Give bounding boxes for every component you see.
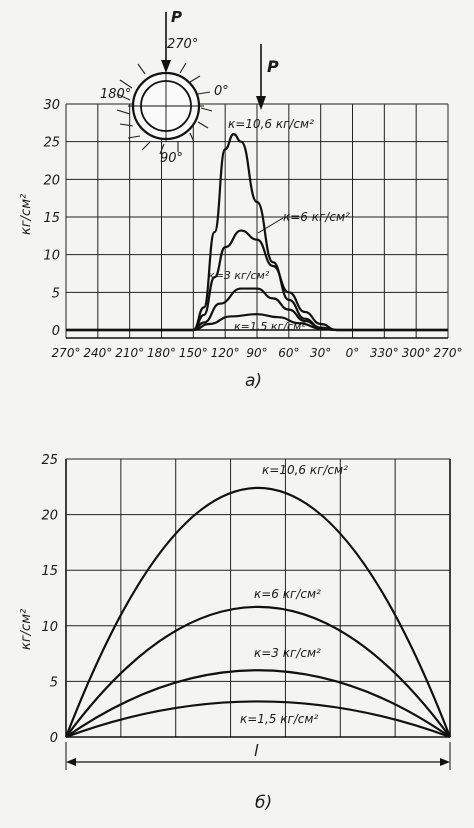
chart-b-y-tick-label: 0: [50, 731, 58, 746]
chart-a-series-label-3: к=3 кг/см²: [208, 269, 270, 282]
chart-a-series-line-2: [66, 287, 448, 332]
span-dimension-label: l: [254, 741, 259, 760]
chart-b-y-tick-labels: 0 5 10 15 20 25: [41, 453, 58, 746]
chart-a-x-tick-label: 0°: [346, 346, 360, 360]
chart-a-x-tick-label: 270°: [52, 346, 81, 360]
chart-b-series-label-10-6: к=10,6 кг/см²: [262, 463, 348, 477]
span-dimension: l: [65, 741, 451, 770]
load-arrow-label: P: [267, 57, 279, 76]
chart-b-y-tick-label: 25: [41, 453, 58, 468]
chart-a-series-line-1: [66, 229, 448, 332]
ring-inset: P 270° 180° 0° 90°: [100, 8, 229, 166]
chart-a-series-label-6: к=6 кг/см²: [283, 210, 350, 224]
ring-label-270: 270°: [167, 37, 198, 52]
chart-a-x-tick-label: 90°: [246, 346, 267, 360]
chart-a-y-tick-label: 25: [43, 136, 60, 151]
chart-b-y-axis-label: кг/см²: [19, 609, 34, 650]
chart-a-x-tick-label: 30°: [310, 346, 331, 360]
chart-a-grid: [65, 103, 449, 338]
chart-a-y-tick-label: 10: [43, 249, 60, 264]
chart-a-x-tick-label: 330°: [370, 346, 399, 360]
ring-label-180: 180°: [100, 87, 131, 102]
chart-b-series-line-2: [65, 669, 451, 738]
chart-a-x-tick-label: 210°: [115, 346, 144, 360]
chart-b-series-line-0: [64, 487, 452, 738]
ring-label-0: 0°: [214, 84, 229, 99]
chart-b-series-line-3: [65, 700, 451, 739]
chart-b-y-tick-label: 10: [41, 620, 58, 635]
chart-a-x-tick-label: 180°: [147, 346, 176, 360]
chart-b-panel-label: б): [255, 793, 272, 813]
ring-label-90: 90°: [160, 151, 183, 166]
chart-a-panel-label: а): [245, 371, 262, 391]
ring-hatching: [116, 62, 213, 155]
chart-b-series: [64, 487, 452, 739]
chart-a-x-tick-label: 150°: [179, 346, 208, 360]
chart-a-series-label-1-5: к=1,5 кг/см²: [234, 320, 306, 333]
chart-a-y-tick-label: 15: [43, 211, 60, 226]
chart-b-series-line-1: [65, 605, 451, 738]
chart-a-y-tick-labels: 0 5 10 15 20 25 30: [43, 98, 60, 339]
chart-a-x-tick-label: 300°: [402, 346, 431, 360]
chart-b-y-tick-label: 5: [50, 675, 58, 690]
chart-b-y-tick-label: 15: [41, 564, 58, 579]
chart-a-series-line-3: [66, 313, 448, 332]
ring-force-arrowhead: [161, 60, 171, 73]
chart-b-series-label-3: к=3 кг/см²: [254, 646, 321, 660]
chart-a-y-tick-label: 5: [52, 286, 60, 301]
chart-b: 0 5 10 15 20 25 кг/см² к=10,6 кг/см² к=6 кг/с…: [19, 453, 452, 813]
chart-a-y-tick-label: 20: [43, 173, 60, 188]
chart-a-x-tick-label: 270°: [434, 346, 463, 360]
chart-b-series-label-1-5: к=1,5 кг/см²: [240, 712, 318, 726]
chart-a-y-tick-label: 30: [43, 98, 60, 113]
chart-a-series-line-0: [66, 133, 448, 332]
chart-a-x-tick-labels: 270° 240° 210° 180° 150° 120° 90° 60° 30° 0° 330° 3…: [52, 346, 463, 360]
chart-a-y-tick-label: 0: [52, 324, 60, 339]
chart-b-y-tick-label: 20: [41, 509, 58, 524]
chart-a-x-tick-label: 240°: [83, 346, 112, 360]
load-arrow: P: [256, 44, 279, 110]
chart-a-series-label-10-6: к=10,6 кг/см²: [228, 117, 314, 131]
chart-a-y-axis-label: кг/см²: [19, 194, 34, 235]
chart-a-leader-6: [257, 217, 284, 234]
chart-b-series-label-6: к=6 кг/см²: [254, 587, 321, 601]
ring-force-label: P: [171, 8, 182, 26]
chart-a-x-tick-label: 60°: [278, 346, 299, 360]
chart-a-series: [66, 133, 448, 332]
chart-a-x-tick-label: 120°: [211, 346, 240, 360]
